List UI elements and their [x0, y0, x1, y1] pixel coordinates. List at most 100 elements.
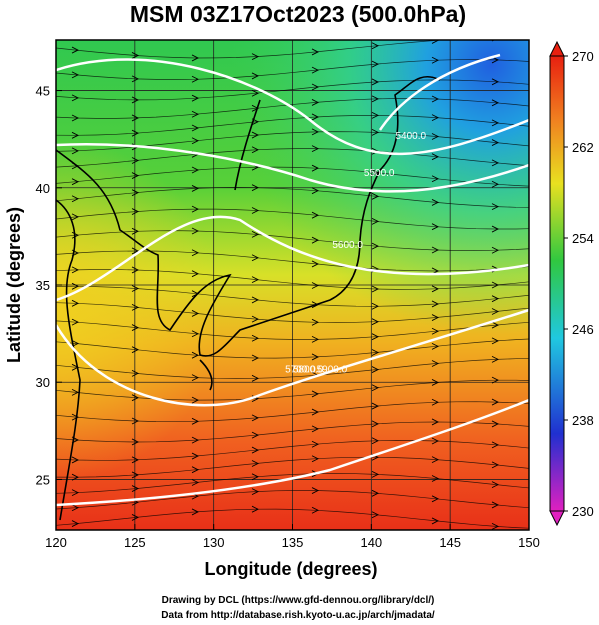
streamline-arrow — [131, 266, 140, 274]
streamline-arrow — [311, 99, 320, 106]
streamline-arrow — [431, 199, 440, 206]
streamline-arrow — [491, 355, 500, 363]
streamline-arrow — [131, 438, 140, 446]
streamline-arrow — [491, 308, 500, 315]
streamline-arrow — [131, 227, 140, 235]
colorbar-tick-label: 230 — [572, 504, 594, 519]
streamline-arrow — [131, 129, 140, 137]
streamline-arrow — [191, 54, 200, 62]
streamline-arrow — [431, 418, 440, 426]
streamline — [56, 187, 529, 208]
streamline-arrow — [491, 441, 500, 449]
streamline-arrow — [71, 340, 80, 347]
streamline-arrow — [251, 276, 260, 284]
streamline-arrow — [431, 56, 440, 64]
wind-streamlines — [56, 40, 529, 530]
x-tick-label: 150 — [518, 535, 540, 550]
streamline-arrow — [311, 48, 320, 56]
streamline-arrow — [251, 460, 260, 467]
streamline — [56, 148, 529, 168]
streamline-arrow — [491, 461, 500, 469]
streamline-arrow — [371, 42, 380, 50]
streamline-arrow — [491, 481, 500, 489]
streamline-arrow — [311, 390, 320, 398]
streamline — [56, 421, 529, 443]
streamline-arrow — [431, 342, 440, 350]
streamline-arrow — [131, 303, 140, 311]
streamline-arrow — [491, 522, 500, 530]
streamline-arrow — [371, 470, 380, 478]
colorbar-gradient — [549, 55, 565, 512]
streamline — [56, 79, 529, 101]
streamline-arrow — [491, 159, 500, 167]
streamline — [56, 440, 529, 461]
streamline-arrow — [311, 83, 320, 91]
contour-label: 5400.0 — [395, 131, 426, 142]
streamline-arrow — [491, 420, 500, 428]
streamline — [56, 98, 529, 119]
streamline-arrow — [311, 440, 320, 448]
y-tick-label: 30 — [36, 375, 50, 390]
streamline-arrow — [251, 146, 260, 154]
streamline-arrow — [311, 318, 320, 326]
streamline-arrow — [431, 398, 440, 406]
streamline-arrow — [371, 511, 380, 519]
streamline-arrow — [191, 508, 200, 516]
streamline-arrow — [371, 437, 380, 445]
streamline-arrow — [191, 330, 200, 338]
streamline — [56, 490, 529, 510]
streamline-arrow — [431, 153, 440, 161]
x-tick-label: 140 — [360, 535, 382, 550]
streamline-arrow — [311, 211, 320, 219]
streamline-arrow — [311, 113, 320, 121]
streamline-arrow — [131, 157, 140, 164]
streamline-arrow — [431, 456, 440, 463]
streamline — [56, 115, 529, 136]
streamline-arrow — [251, 431, 260, 439]
streamline-arrow — [491, 246, 500, 254]
streamline-arrow — [71, 94, 80, 102]
streamline-arrow — [311, 164, 320, 172]
streamline-arrow — [251, 505, 260, 513]
streamline — [56, 401, 529, 423]
streamline — [56, 250, 529, 272]
streamline-arrow — [491, 501, 500, 509]
streamline-arrow — [71, 195, 80, 203]
streamline-arrow — [191, 124, 200, 132]
colorbar-tick-label: 238 — [572, 413, 594, 428]
figure-title: MSM 03Z17Oct2023 (500.0hPa) — [130, 1, 466, 27]
y-tick-label: 25 — [36, 472, 50, 487]
streamline-arrow — [431, 300, 440, 308]
streamline-arrow — [311, 260, 320, 268]
streamline-arrow — [431, 517, 440, 525]
streamline — [56, 40, 449, 59]
streamline-arrow — [371, 384, 380, 392]
streamline-arrow — [311, 455, 320, 463]
streamline — [56, 269, 529, 290]
streamline-arrow — [251, 296, 260, 304]
streamline — [56, 320, 529, 340]
streamline-arrow — [371, 95, 380, 103]
streamline-arrow — [191, 270, 200, 278]
streamline-arrow — [251, 315, 260, 323]
streamline-arrow — [131, 285, 140, 292]
x-tick-label: 120 — [45, 535, 67, 550]
streamline-arrow — [71, 147, 80, 155]
streamline-arrow — [251, 184, 260, 192]
streamline-arrow — [71, 318, 80, 326]
streamline-arrow — [431, 495, 440, 503]
gridlines — [56, 40, 529, 530]
streamline-arrow — [71, 282, 80, 290]
x-axis-label: Longitude (degrees) — [204, 559, 377, 579]
streamline-arrow — [491, 337, 500, 345]
streamline — [56, 285, 529, 307]
streamline-arrow — [371, 489, 380, 497]
streamline-arrow — [491, 281, 500, 289]
streamline-arrow — [431, 475, 440, 482]
streamline-arrow — [371, 402, 380, 410]
streamline-arrow — [131, 485, 140, 492]
streamline-arrow — [191, 396, 200, 404]
streamline-arrow — [131, 394, 140, 402]
streamline-arrow — [371, 111, 380, 119]
